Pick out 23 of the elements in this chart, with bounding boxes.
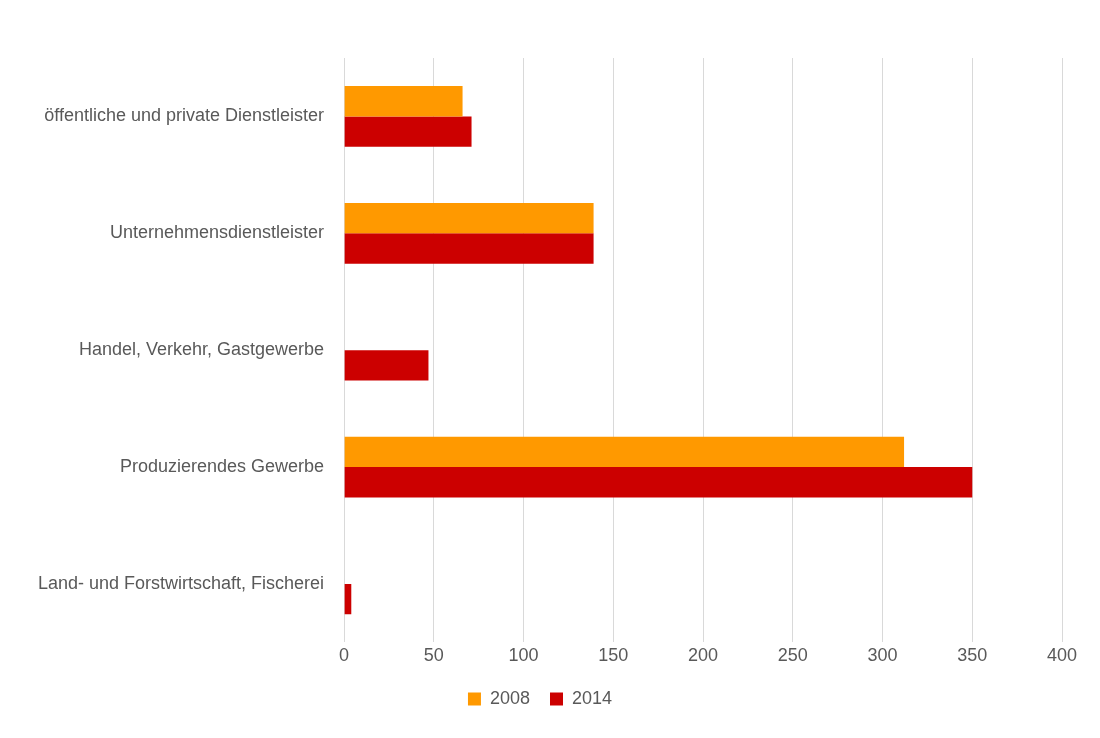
bar bbox=[344, 467, 973, 498]
x-tick-label: 250 bbox=[777, 645, 808, 666]
x-tick-label: 200 bbox=[688, 645, 719, 666]
y-tick-label: Produzierendes Gewerbe bbox=[119, 456, 325, 477]
y-tick-label: Unternehmensdienstleister bbox=[109, 222, 325, 243]
bar bbox=[344, 202, 594, 234]
bar bbox=[344, 233, 594, 264]
x-tick-label: 350 bbox=[957, 645, 988, 666]
x-tick-label: 300 bbox=[867, 645, 898, 666]
x-tick-label: 150 bbox=[598, 645, 629, 666]
legend-label: 2014 bbox=[572, 687, 613, 708]
y-tick-label: Land- und Forstwirtschaft, Fischerei bbox=[37, 572, 325, 593]
x-tick-label: 100 bbox=[508, 645, 539, 666]
y-tick-label: öffentliche und private Dienstleister bbox=[44, 105, 325, 126]
legend-label: 2008 bbox=[489, 687, 530, 708]
bar bbox=[344, 86, 463, 117]
bar bbox=[344, 350, 429, 381]
x-tick-label: 400 bbox=[1046, 645, 1078, 666]
bar bbox=[344, 436, 905, 468]
bar bbox=[344, 116, 472, 147]
y-tick-label: Handel, Verkehr, Gastgewerbe bbox=[78, 339, 325, 360]
x-tick-label: 0 bbox=[339, 645, 350, 666]
x-tick-label: 50 bbox=[423, 645, 444, 666]
